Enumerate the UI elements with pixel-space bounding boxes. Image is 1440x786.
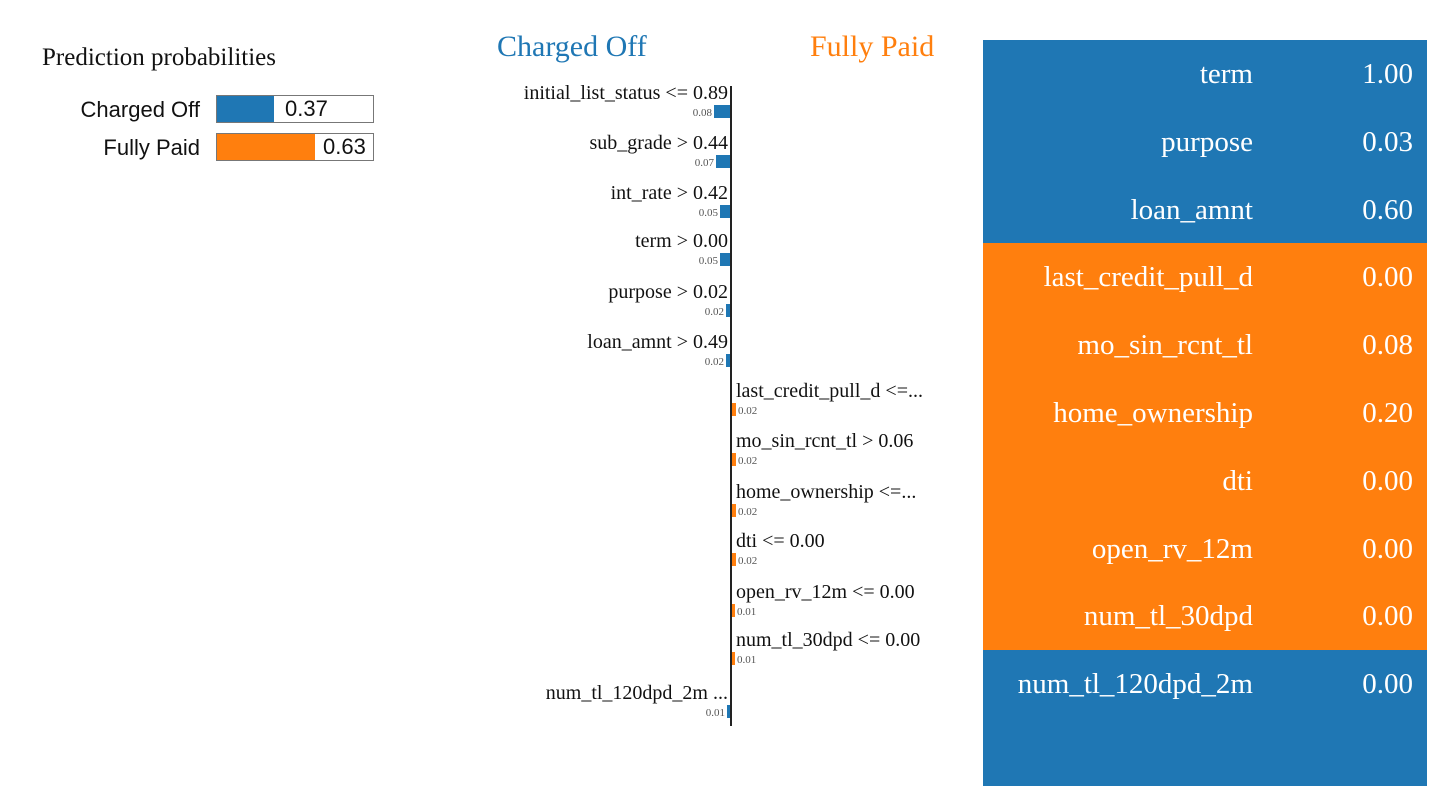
probability-value: 0.37 — [285, 96, 328, 121]
feature-value-row: term 1.00 — [983, 40, 1427, 108]
feature-contribution-bar — [732, 553, 736, 566]
feature-contribution-bar — [732, 604, 735, 617]
feature-name-cell: open_rv_12m — [1091, 533, 1253, 565]
feature-name-cell: home_ownership — [1053, 397, 1253, 429]
feature-value-row: loan_amnt 0.60 — [983, 176, 1427, 244]
feature-value-label: 0.01 — [737, 654, 757, 666]
feature-label: mo_sin_rcnt_tl > 0.06 — [736, 430, 914, 452]
feature-value-label: 0.02 — [738, 455, 758, 467]
feature-value-label: 0.01 — [737, 606, 757, 618]
feature-value-label: 0.02 — [704, 356, 724, 368]
feature-value-row: home_ownership 0.20 — [983, 379, 1427, 447]
feature-contribution-bar — [726, 304, 730, 317]
feature-contribution-bar — [732, 453, 736, 466]
feature-contribution-bar — [727, 705, 730, 718]
feature-value-label: 0.07 — [694, 157, 714, 169]
feature-name-cell: num_tl_120dpd_2m — [1017, 668, 1253, 700]
probability-bar-frame: 0.37 — [216, 95, 374, 123]
feature-name-cell: term — [1199, 58, 1253, 90]
feature-value-cell: 0.08 — [1362, 329, 1413, 361]
feature-name-cell: loan_amnt — [1130, 194, 1253, 226]
feature-value-row: purpose 0.03 — [983, 108, 1427, 176]
feature-value-row: mo_sin_rcnt_tl 0.08 — [983, 311, 1427, 379]
feature-contribution-bar — [726, 354, 730, 367]
probability-bar-fill — [217, 96, 274, 122]
feature-value-label: 0.05 — [698, 255, 718, 267]
feature-value-cell: 0.20 — [1362, 397, 1413, 429]
feature-value-row — [983, 718, 1427, 786]
feature-value-label: 0.02 — [738, 506, 758, 518]
feature-value-label: 0.05 — [698, 207, 718, 219]
probability-value: 0.63 — [323, 134, 366, 159]
feature-value-label: 0.08 — [692, 107, 712, 119]
feature-value-cell: 0.60 — [1362, 194, 1413, 226]
feature-value-cell: 0.00 — [1362, 533, 1413, 565]
probability-bar-fill — [217, 134, 315, 160]
feature-value-row: num_tl_30dpd 0.00 — [983, 582, 1427, 650]
feature-value-cell: 0.00 — [1362, 261, 1413, 293]
feature-value-cell: 0.00 — [1362, 668, 1413, 700]
feature-value-label: 0.02 — [738, 555, 758, 567]
feature-contribution-bar — [716, 155, 730, 168]
feature-label: term > 0.00 — [635, 230, 728, 252]
feature-label: num_tl_120dpd_2m ... — [545, 682, 728, 704]
feature-value-cell: 0.00 — [1362, 465, 1413, 497]
feature-value-cell: 0.03 — [1362, 126, 1413, 158]
feature-label: purpose > 0.02 — [608, 281, 728, 303]
feature-label: dti <= 0.00 — [736, 530, 825, 552]
feature-contribution-bar — [732, 403, 736, 416]
feature-label: home_ownership <=... — [736, 481, 917, 503]
feature-label: int_rate > 0.42 — [610, 182, 728, 204]
feature-label: initial_list_status <= 0.89 — [523, 82, 728, 104]
probability-bar-frame: 0.63 — [216, 133, 374, 161]
feature-value-label: 0.01 — [705, 707, 725, 719]
class-header-fully-paid: Fully Paid — [810, 30, 935, 63]
class-header-charged-off: Charged Off — [497, 30, 647, 63]
feature-value-cell: 0.00 — [1362, 600, 1413, 632]
feature-label: num_tl_30dpd <= 0.00 — [736, 629, 921, 651]
feature-value-cell: 1.00 — [1362, 58, 1413, 90]
feature-label: loan_amnt > 0.49 — [587, 331, 728, 353]
feature-value-row: num_tl_120dpd_2m 0.00 — [983, 650, 1427, 718]
feature-label: last_credit_pull_d <=... — [736, 380, 923, 402]
feature-contribution-bar — [732, 652, 735, 665]
feature-value-row: last_credit_pull_d 0.00 — [983, 243, 1427, 311]
feature-value-row: open_rv_12m 0.00 — [983, 515, 1427, 583]
feature-name-cell: last_credit_pull_d — [1043, 261, 1253, 293]
prediction-probabilities-panel: Prediction probabilities Charged Off 0.3… — [0, 0, 420, 200]
feature-contribution-bar — [720, 253, 730, 266]
feature-label: sub_grade > 0.44 — [589, 132, 728, 154]
feature-label: open_rv_12m <= 0.00 — [736, 581, 915, 603]
feature-value-label: 0.02 — [738, 405, 758, 417]
feature-value-label: 0.02 — [704, 306, 724, 318]
feature-contribution-bar — [720, 205, 730, 218]
feature-contribution-bar — [732, 504, 736, 517]
feature-name-cell: purpose — [1161, 126, 1253, 158]
feature-name-cell: mo_sin_rcnt_tl — [1077, 329, 1253, 361]
prediction-probabilities-title: Prediction probabilities — [42, 44, 276, 71]
feature-value-row: dti 0.00 — [983, 447, 1427, 515]
feature-name-cell: dti — [1222, 465, 1253, 497]
feature-contribution-bar — [714, 105, 730, 118]
explanation-axis-line — [730, 86, 732, 726]
feature-name-cell: num_tl_30dpd — [1083, 600, 1253, 632]
probability-label: Charged Off — [80, 97, 200, 122]
probability-label: Fully Paid — [103, 135, 200, 160]
